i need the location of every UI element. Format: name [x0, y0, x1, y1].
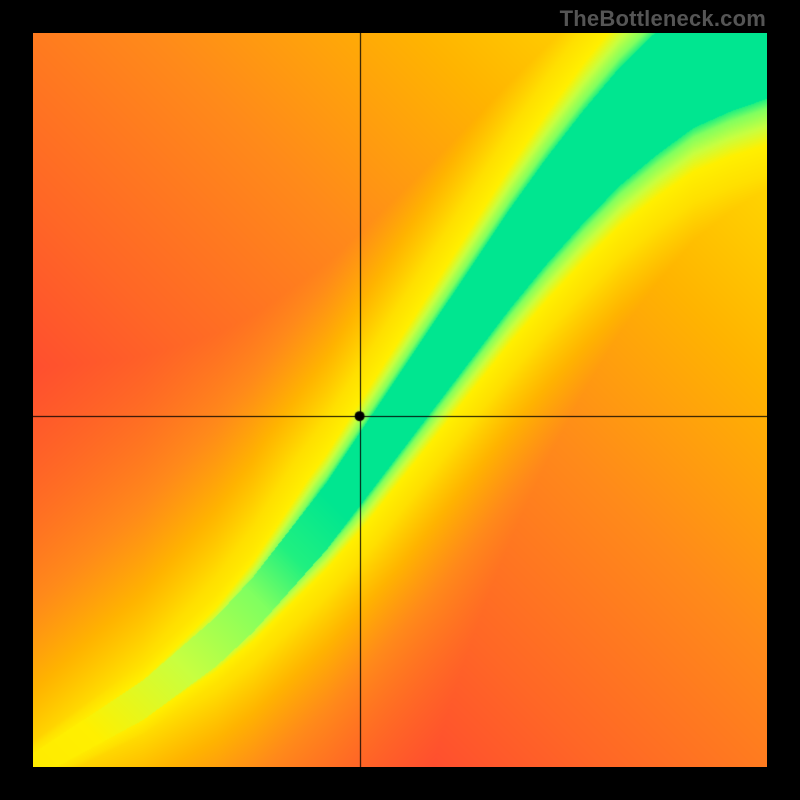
chart-frame: TheBottleneck.com: [0, 0, 800, 800]
watermark-text: TheBottleneck.com: [560, 6, 766, 32]
heatmap-canvas: [33, 33, 767, 767]
